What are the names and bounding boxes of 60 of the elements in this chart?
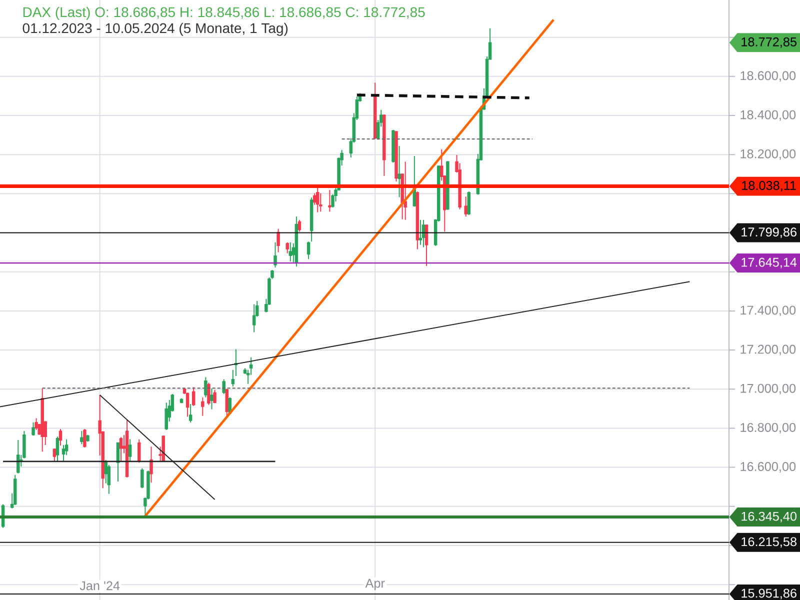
candlestick	[52, 448, 56, 462]
candlestick	[16, 439, 20, 474]
candlestick	[286, 242, 289, 254]
candlestick	[201, 396, 204, 416]
candlestick	[312, 192, 316, 206]
candlestick	[249, 356, 253, 376]
candlestick	[56, 436, 60, 462]
candlestick	[328, 189, 332, 212]
candlestick	[306, 241, 310, 260]
ref-line-label: 18.038,11	[742, 181, 796, 192]
candlestick	[276, 228, 280, 253]
ref-line-label: 16.345,40	[742, 512, 797, 522]
x-tick-label: Apr	[365, 578, 385, 590]
ref-line-label: 16.215,58	[742, 537, 796, 548]
candlestick	[210, 388, 214, 410]
candlestick	[150, 446, 153, 484]
candlestick	[231, 369, 235, 388]
candlestick	[204, 376, 208, 398]
text: 18.772,85	[742, 37, 796, 48]
y-tick-label: 16.800,00	[740, 422, 796, 434]
candlestick	[32, 422, 35, 436]
y-tick-label: 18.200,00	[740, 149, 796, 160]
candlestick	[398, 145, 401, 198]
candlestick	[207, 382, 210, 406]
candlestick	[316, 187, 320, 213]
candlestick	[119, 436, 123, 462]
candlestick	[192, 386, 196, 406]
candlestick	[222, 378, 226, 395]
ref-line-label: 17.645,14	[742, 258, 797, 268]
candlestick	[418, 219, 422, 246]
candlestick	[58, 428, 62, 446]
ref-line-label: 15.951,86	[742, 588, 796, 600]
x-tick-label: Jan '24	[80, 581, 120, 590]
candlestick	[225, 388, 228, 418]
ref-line-label: 17.799,86	[742, 228, 796, 238]
y-tick-label: 17.200,00	[740, 344, 796, 356]
candlestick	[128, 438, 132, 462]
candlestick	[107, 464, 111, 494]
candlestick	[186, 392, 190, 418]
candlestick	[83, 428, 86, 448]
y-tick-label: 17.000,00	[740, 384, 796, 394]
y-tick-label: 18.600,00	[740, 71, 796, 82]
y-tick-label: 16.600,00	[740, 462, 796, 473]
candlestick	[288, 242, 292, 262]
candlestick	[213, 389, 216, 404]
candlestick	[140, 468, 144, 489]
y-tick-label: 17.400,00	[740, 306, 796, 316]
y-tick-label: 18.400,00	[740, 110, 796, 121]
candlestick	[34, 418, 38, 430]
candlestick	[188, 403, 192, 424]
chart-title: DAX (Last) O: 18.686,85 H: 18.845,86 L: 18.686,85 C: 18.772,85	[23, 6, 425, 20]
candlestick	[464, 196, 468, 218]
candlestick	[404, 161, 407, 220]
candlestick	[80, 430, 84, 445]
text: 01.12.2023 - 10.05.2024 (5 Monate, 1 Tag)	[22, 22, 288, 36]
candlestick	[252, 304, 256, 333]
candlestick	[164, 402, 168, 430]
candlestick	[274, 242, 277, 268]
candlestick	[467, 191, 470, 216]
candlestick	[138, 438, 141, 464]
